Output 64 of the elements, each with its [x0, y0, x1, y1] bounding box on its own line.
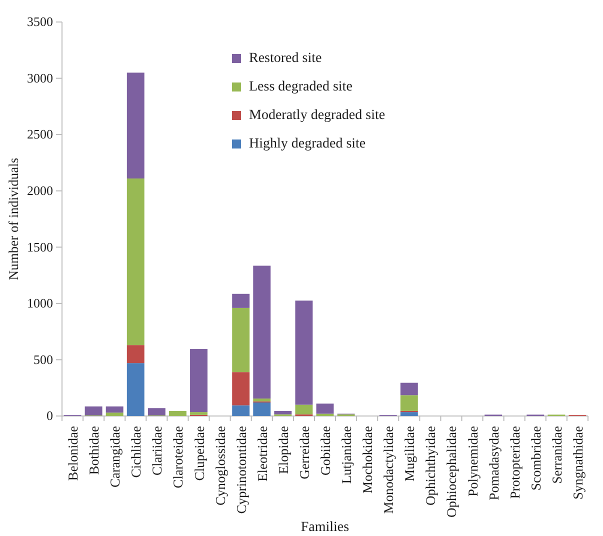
- bar: [232, 372, 250, 406]
- bar: [400, 395, 418, 411]
- bar: [148, 408, 166, 416]
- y-tick-label: 2000: [27, 183, 53, 198]
- bar: [126, 363, 144, 416]
- bar: [232, 294, 250, 308]
- bar: [232, 308, 250, 372]
- x-tick-label: Eleotridae: [254, 426, 270, 482]
- x-tick-label: Ophichthyidae: [423, 426, 438, 506]
- y-tick-label: 3500: [27, 14, 53, 30]
- bar: [316, 404, 334, 414]
- bar: [232, 405, 250, 416]
- x-tick-label: Lutjanidae: [339, 426, 354, 484]
- y-tick-label: 1000: [27, 296, 53, 311]
- x-tick-label: Monodactylidae: [381, 426, 396, 514]
- bar: [168, 410, 186, 416]
- x-tick-label: Clupeidae: [192, 426, 207, 481]
- x-tick-label: Elopidae: [276, 426, 291, 474]
- x-tick-label: Ophiocephalidae: [444, 426, 460, 518]
- bar: [84, 406, 102, 416]
- bar: [253, 266, 271, 399]
- y-axis-title: Number of individuals: [6, 158, 21, 280]
- y-tick-label: 0: [46, 408, 53, 424]
- bar: [190, 412, 208, 415]
- x-tick-label: Bothidae: [86, 426, 102, 475]
- x-tick-label: Scombridae: [528, 426, 544, 490]
- legend-label: Highly degraded site: [249, 136, 366, 152]
- bar: [106, 406, 124, 413]
- bar: [126, 178, 144, 346]
- x-tick-label: Gerreidae: [296, 426, 312, 480]
- x-tick-label: Claroteidae: [170, 426, 186, 488]
- bar: [190, 349, 208, 412]
- x-tick-label: Cyprinotontidae: [234, 426, 249, 514]
- x-tick-label: Mugilidae: [402, 426, 418, 482]
- x-tick-label: Cynoglossidae: [212, 426, 228, 506]
- bar: [295, 300, 313, 405]
- bar: [295, 404, 313, 414]
- bar: [106, 412, 124, 416]
- x-tick-label: Clariidae: [150, 426, 165, 476]
- bar: [400, 412, 418, 416]
- legend-label: Less degraded site: [249, 80, 352, 94]
- bar: [126, 345, 144, 364]
- y-tick-label: 500: [34, 352, 53, 367]
- x-tick-label: Syngnathidae: [570, 426, 586, 500]
- bar: [253, 402, 271, 416]
- x-tick-label: Mochokidae: [360, 426, 376, 494]
- bar: [274, 410, 292, 414]
- x-tick-label: Pomadasydae: [486, 426, 502, 500]
- x-tick-label: Carangidae: [108, 426, 123, 488]
- bar: [126, 72, 144, 178]
- bar: [400, 382, 418, 396]
- x-tick-label: Cichlidae: [128, 426, 144, 478]
- legend-label: Moderatly degraded site: [249, 108, 386, 123]
- y-tick-label: 3000: [27, 70, 53, 86]
- x-tick-label: Serranidae: [549, 426, 564, 484]
- x-tick-label: Protopteridae: [507, 426, 522, 499]
- y-tick-label: 2500: [27, 126, 53, 142]
- y-tick-label: 1500: [27, 239, 53, 254]
- x-axis-title: Families: [300, 520, 350, 535]
- x-tick-label: Gobiidae: [318, 426, 333, 476]
- x-tick-label: Belonidae: [66, 426, 81, 481]
- x-tick-label: Polynemidae: [465, 426, 480, 496]
- legend-label: Restored site: [249, 51, 322, 66]
- bar: [253, 398, 271, 402]
